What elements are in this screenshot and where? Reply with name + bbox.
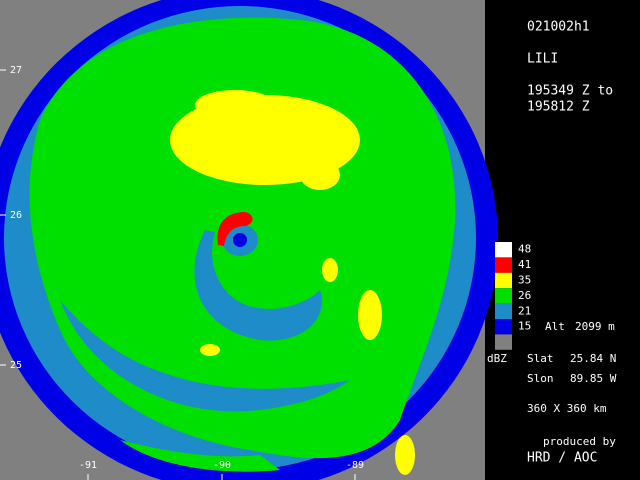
eye [233, 233, 247, 247]
reflectivity-26-band [120, 440, 280, 472]
reflectivity-21-band [60, 300, 350, 412]
legend-label: 35 [518, 274, 531, 287]
credit-org: HRD / AOC [527, 451, 597, 466]
reflectivity-35 [200, 344, 220, 356]
altitude-label: Alt [545, 320, 565, 333]
slon-value: 89.85 W [570, 372, 617, 385]
lon-label: -90 [213, 460, 231, 471]
lon-label: -89 [346, 460, 364, 471]
legend-swatch [495, 319, 512, 335]
legend-label: 21 [518, 304, 531, 317]
reflectivity-35 [322, 258, 338, 282]
legend-swatch [495, 303, 512, 319]
legend-unit: dBZ [487, 352, 507, 365]
legend-swatch [495, 288, 512, 304]
legend-label: 41 [518, 258, 531, 271]
reflectivity-35 [300, 160, 340, 190]
reflectivity-35 [195, 90, 275, 120]
slat-label: Slat [527, 352, 554, 365]
storm-name: LILI [527, 52, 558, 67]
slon-label: Slon [527, 372, 554, 385]
altitude-value: 2099 m [575, 320, 615, 333]
slat-value: 25.84 N [570, 352, 616, 365]
reflectivity-35 [358, 290, 382, 340]
reflectivity-21-band [194, 230, 322, 341]
legend-swatch [495, 242, 512, 258]
lat-label: 27 [10, 65, 22, 76]
lon-label: -91 [79, 460, 97, 471]
lat-label: 25 [10, 360, 22, 371]
legend: 48 41 35 26 21 15 [495, 242, 531, 350]
legend-swatch [495, 272, 512, 289]
legend-label: 48 [518, 243, 531, 256]
credit-line: produced by [543, 435, 616, 448]
flight-id: 021002h1 [527, 20, 590, 35]
legend-swatch [495, 334, 512, 350]
time-start: 195349 Z to [527, 84, 613, 99]
reflectivity-35 [395, 435, 415, 475]
domain-size: 360 X 360 km [527, 402, 607, 415]
lat-label: 26 [10, 210, 22, 221]
legend-swatch [495, 257, 512, 273]
time-end: 195812 Z [527, 100, 590, 115]
legend-label: 15 [518, 320, 531, 333]
legend-label: 26 [518, 289, 531, 302]
radar-image [0, 0, 498, 480]
reflectivity-41 [217, 212, 253, 246]
